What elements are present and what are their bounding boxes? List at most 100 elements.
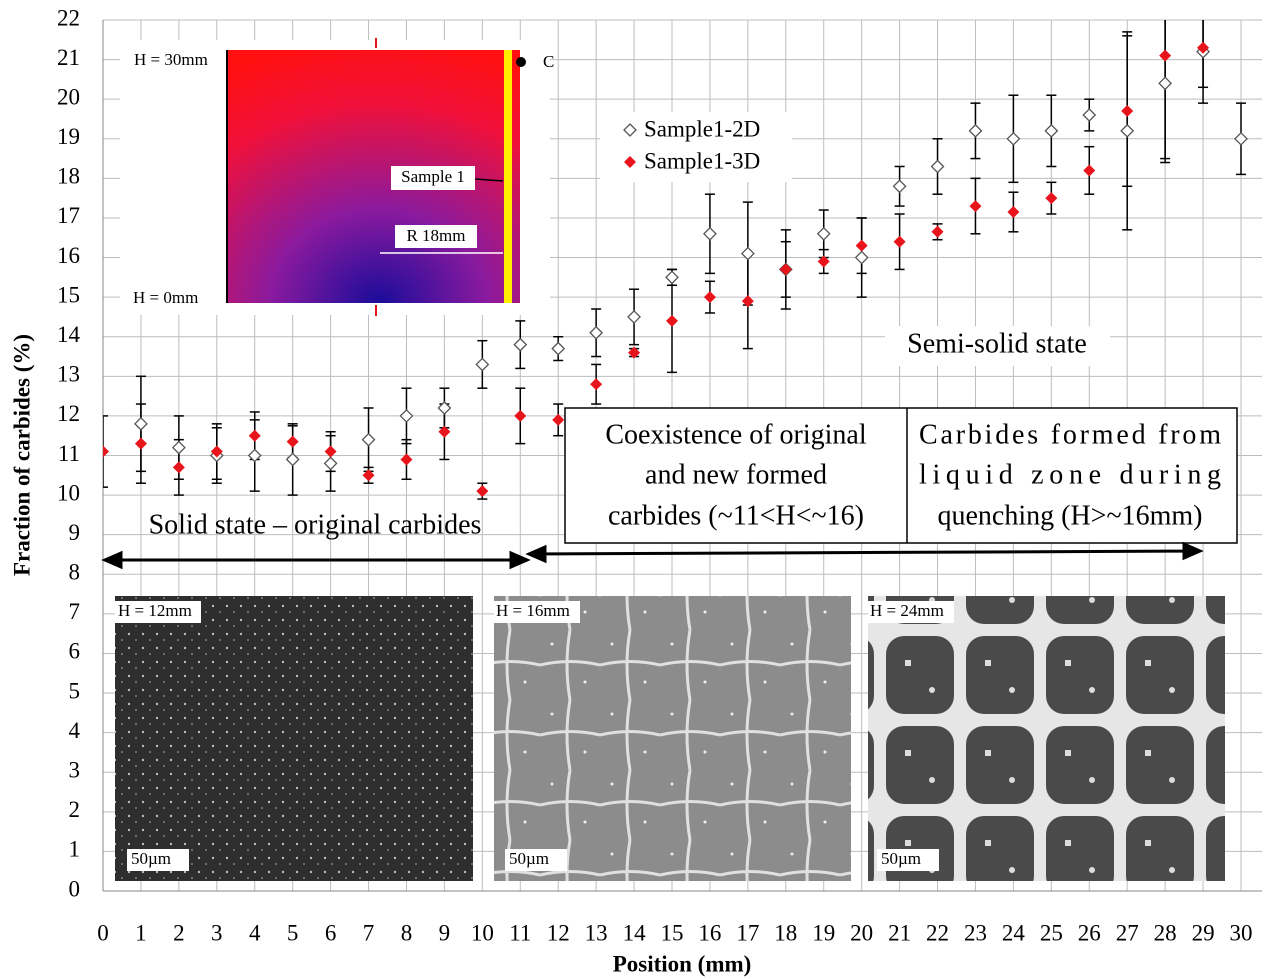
legend-marker [623,123,637,137]
data-point [247,448,262,463]
data-point [741,295,754,308]
data-point [740,246,755,261]
micrograph-image [494,596,851,881]
annotation: Carbides formed from [919,419,1221,450]
data-point [323,456,338,471]
inset-label: R 18mm [406,226,465,245]
data-point [324,445,337,458]
data-point [134,437,147,450]
sample-strip [504,50,512,303]
scale-bar: 50µm [131,849,171,868]
inset-label: H = 0mm [133,288,198,307]
data-point [855,239,868,252]
annotation-box [564,407,1238,544]
data-point [666,314,678,327]
annotation: Semi-solid state [907,328,1087,359]
label-box [505,849,567,871]
annotation: Coexistence of original [605,419,866,450]
data-point [172,461,185,474]
x-tick-label: 30 [1230,920,1253,945]
x-tick-label: 14 [623,920,647,945]
range-arrow [525,541,1204,564]
y-tick-label: 19 [57,124,80,149]
data-point [816,226,831,241]
data-point [1082,108,1097,122]
scale-bar: 50µm [881,849,921,868]
y-tick-label: 21 [57,45,80,70]
label-box [877,849,939,871]
x-tick-label: 19 [812,920,835,945]
y-tick-label: 13 [57,362,80,387]
micrographs [115,596,1225,881]
x-axis-label: Position (mm) [613,951,752,976]
data-point [1234,131,1248,146]
data-point [400,453,413,466]
data-point [362,469,375,482]
data-point [171,440,186,455]
data-point [551,341,566,356]
micrograph-label: H = 12mm [118,601,192,620]
y-tick-label: 11 [58,441,80,466]
x-tick-label: 3 [211,920,223,945]
error-bar [103,415,108,488]
x-tick-label: 5 [287,920,299,945]
data-point [892,179,907,194]
data-point [248,429,261,442]
x-tick-label: 6 [325,920,337,945]
micrograph-label: H = 16mm [496,601,570,620]
data-point [589,325,604,340]
x-tick-label: 9 [439,920,451,945]
y-tick-label: 1 [69,837,81,862]
legend-label: Sample1-2D [644,116,760,141]
data-point [399,408,414,423]
data-point [103,445,109,458]
x-tick-label: 27 [1116,920,1139,945]
y-tick-label: 18 [57,164,80,189]
annotation: quenching (H>~16mm) [937,500,1202,531]
x-tick-label: 7 [363,920,375,945]
data-point [1007,206,1020,219]
y-tick-label: 6 [69,639,81,664]
point-c [516,57,526,67]
data-point [817,255,830,268]
data-point [968,123,983,138]
x-tick-label: 0 [97,920,109,945]
x-tick-label: 4 [249,920,261,945]
data-point [552,413,565,426]
x-tick-label: 18 [774,920,797,945]
scale-bar: 50µm [509,849,549,868]
data-point [361,432,376,447]
data-point [703,226,717,241]
x-tick-label: 20 [850,920,873,945]
label-box [868,601,954,623]
x-tick-label: 13 [585,920,608,945]
data-point [475,357,490,372]
x-tick-label: 12 [547,920,570,945]
data-point [628,346,641,359]
micrograph-labels: H = 12mm 50µm H = 16mm 50µm H = 24mm 50µ… [115,601,954,871]
x-tick-label: 26 [1078,920,1101,945]
data-point [703,291,716,304]
x-tick-label: 21 [888,920,911,945]
x-tick-label: 25 [1040,920,1063,945]
inset: C H = 30mm H = 0mm Sample 1 R 18mm [120,38,554,316]
data-point [438,425,451,438]
annotation-box [885,326,1110,366]
x-tick-label: 23 [964,920,987,945]
x-tick-label: 8 [401,920,413,945]
data-point [590,378,603,391]
y-axis-label: Fraction of carbides (%) [9,334,34,576]
inset-label: C [543,52,554,71]
y-tick-label: 0 [69,876,81,901]
label-box [115,601,201,623]
x-tick-label: 22 [926,920,949,945]
data-point [665,270,679,285]
data-point [1044,123,1059,138]
data-point [1158,76,1173,91]
y-tick-label: 2 [69,797,81,822]
inset-label-box [395,225,477,248]
data-point [893,235,906,248]
inset-label: Sample 1 [401,167,465,186]
